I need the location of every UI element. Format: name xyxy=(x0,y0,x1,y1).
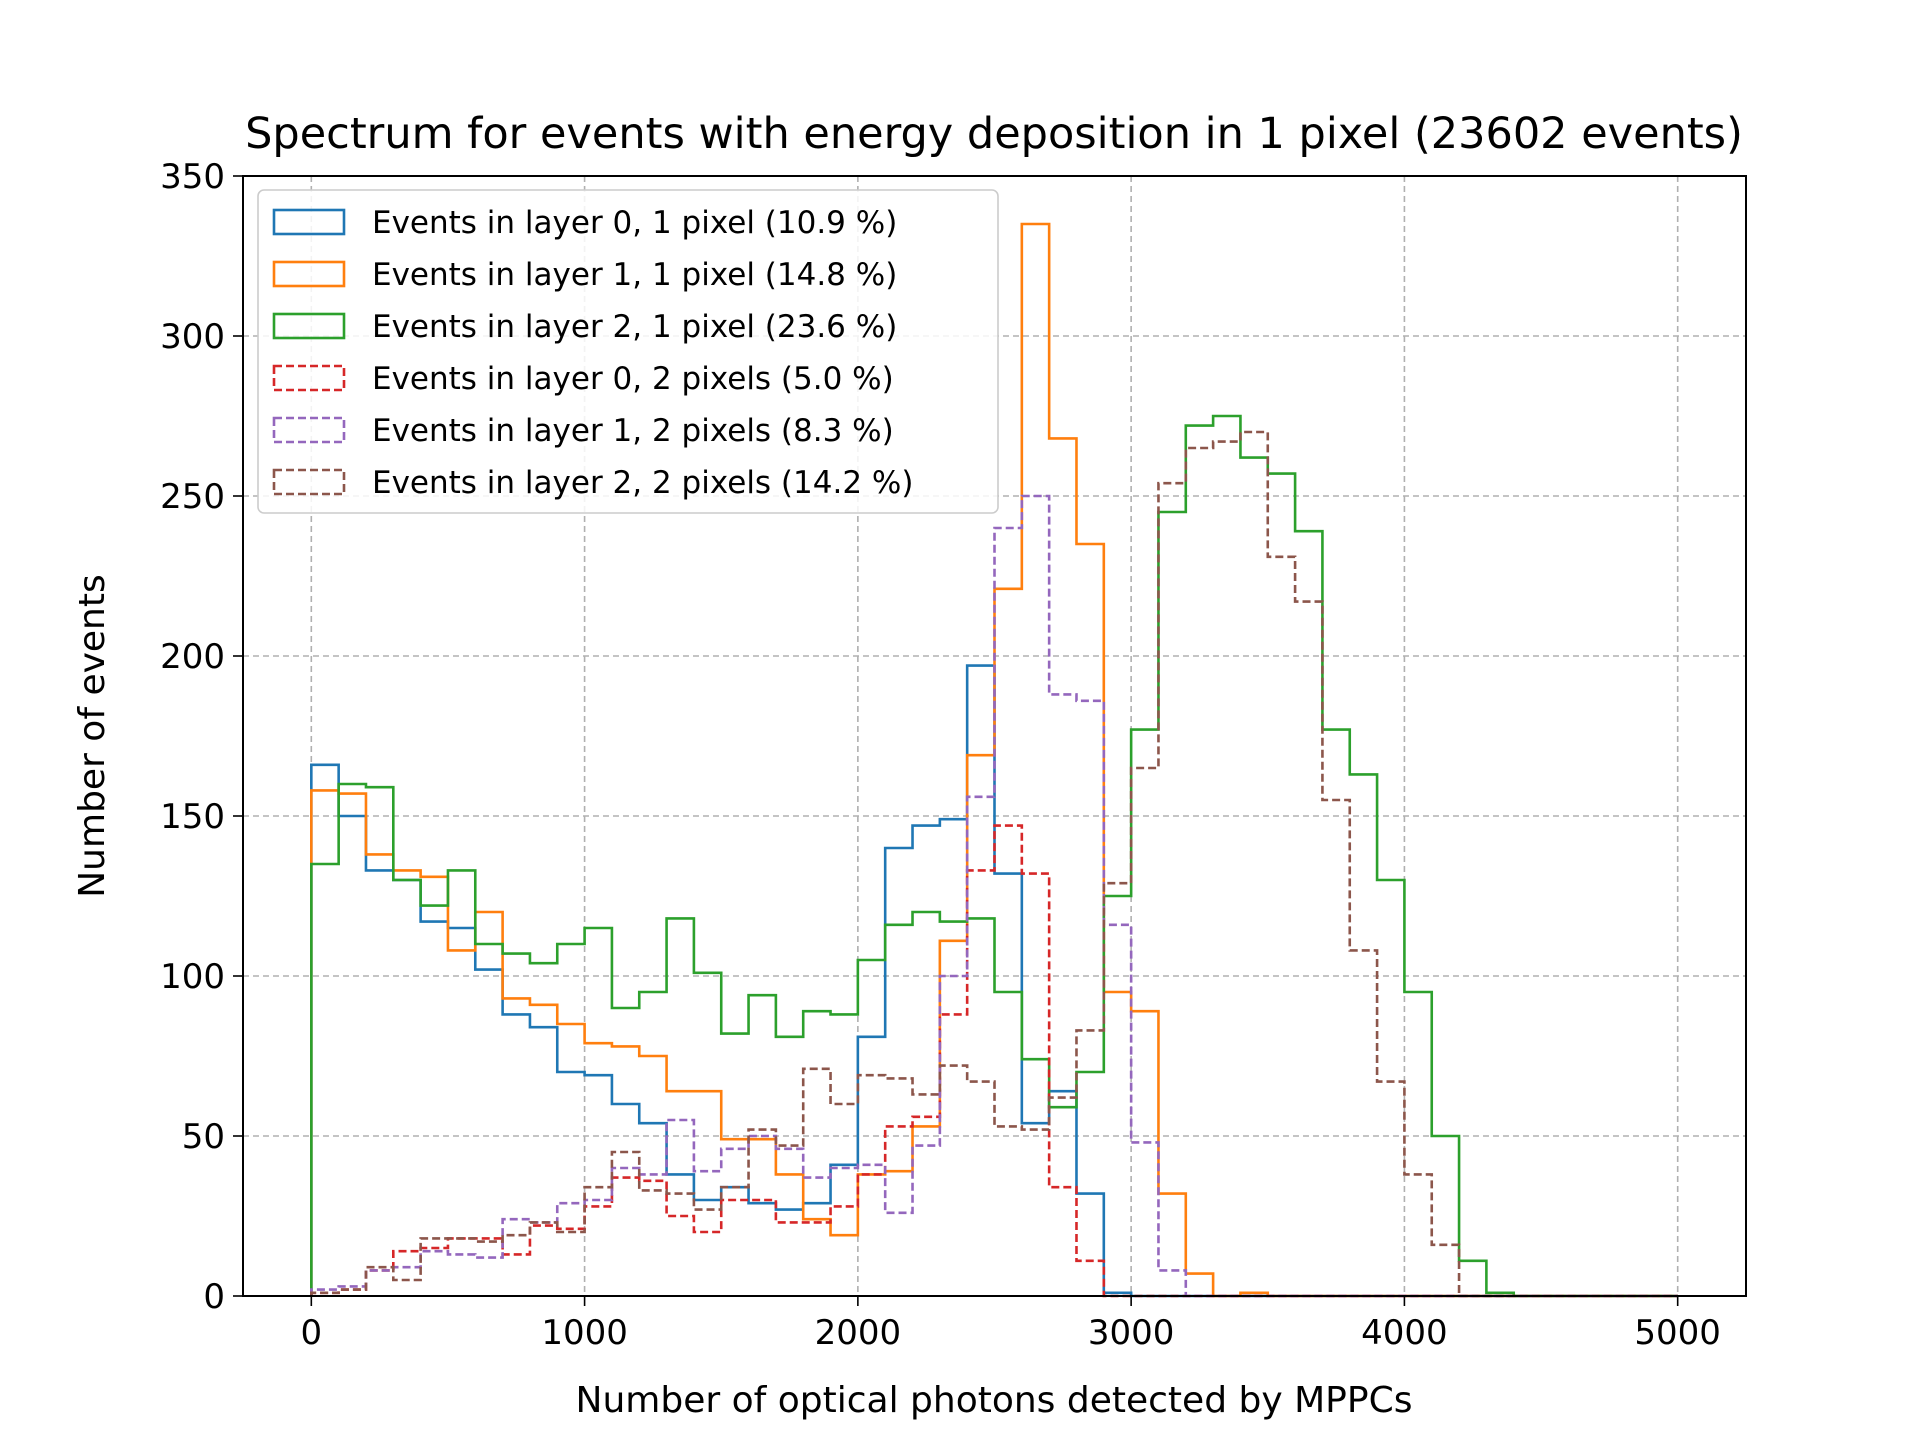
y-tick-label: 150 xyxy=(160,797,225,837)
y-tick-label: 0 xyxy=(203,1277,225,1317)
legend-handle-2 xyxy=(272,260,346,288)
legend-label-3: Events in layer 2, 1 pixel (23.6 %) xyxy=(372,309,897,345)
legend-label-1: Events in layer 0, 1 pixel (10.9 %) xyxy=(372,205,897,241)
legend-handle-3 xyxy=(272,312,346,340)
legend-handle-4 xyxy=(272,364,346,392)
x-tick-label: 2000 xyxy=(815,1313,902,1353)
legend-handle-5 xyxy=(272,416,346,444)
legend-handle-6 xyxy=(272,468,346,496)
y-tick-label: 350 xyxy=(160,157,225,197)
legend-label-6: Events in layer 2, 2 pixels (14.2 %) xyxy=(372,465,913,501)
y-tick-label: 250 xyxy=(160,477,225,517)
legend-box xyxy=(257,189,999,514)
x-axis-label: Number of optical photons detected by MP… xyxy=(576,1380,1413,1421)
legend-handle-1 xyxy=(272,208,346,236)
y-tick-label: 200 xyxy=(160,637,225,677)
legend: Events in layer 0, 1 pixel (10.9 %) Event… xyxy=(257,189,999,514)
x-tick-label: 5000 xyxy=(1634,1313,1721,1353)
series-line-3 xyxy=(310,414,1678,1298)
chart-title: Spectrum for events with energy depositi… xyxy=(245,109,1743,159)
axis-ticks: 0 1000 2000 3000 4000 5000 0 50 100 150 200 250 300 3… xyxy=(160,157,1721,1353)
series-line-6 xyxy=(310,430,1678,1298)
legend-label-4: Events in layer 0, 2 pixels (5.0 %) xyxy=(372,361,894,397)
legend-label-5: Events in layer 1, 2 pixels (8.3 %) xyxy=(372,413,894,449)
y-tick-label: 50 xyxy=(182,1117,225,1157)
x-tick-label: 4000 xyxy=(1361,1313,1448,1353)
x-tick-label: 0 xyxy=(300,1313,322,1353)
x-tick-label: 1000 xyxy=(541,1313,628,1353)
y-tick-label: 300 xyxy=(160,317,225,357)
x-tick-label: 3000 xyxy=(1088,1313,1175,1353)
y-tick-label: 100 xyxy=(160,957,225,997)
legend-label-2: Events in layer 1, 1 pixel (14.8 %) xyxy=(372,257,897,293)
plot-frame xyxy=(242,175,1747,1297)
y-axis-label: Number of events xyxy=(72,574,113,898)
